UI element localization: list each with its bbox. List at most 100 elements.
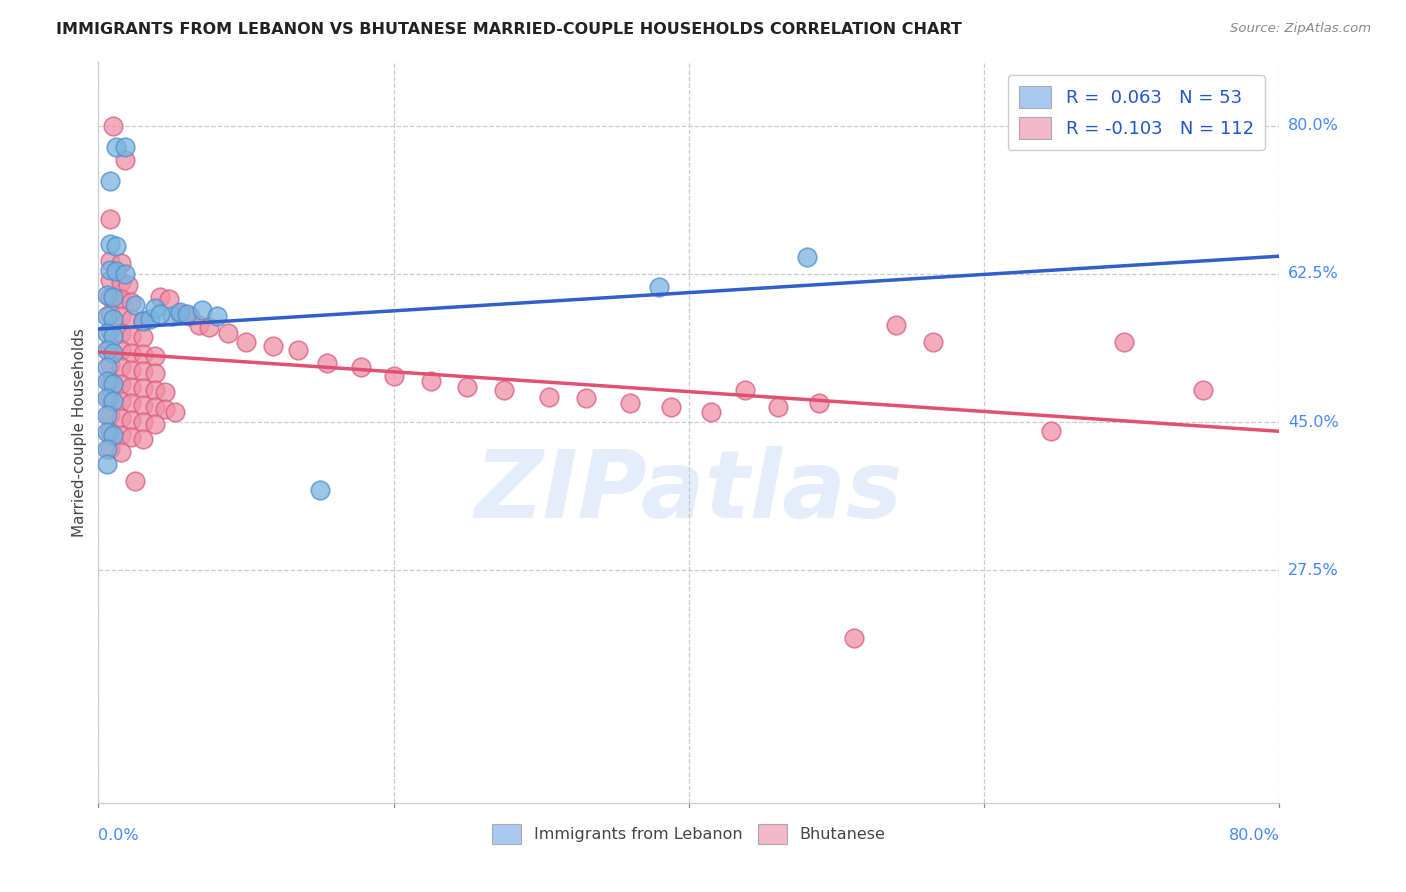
Point — [419, 375, 441, 389]
Point — [110, 359, 132, 374]
Point — [98, 425, 121, 440]
Point — [132, 313, 155, 327]
Point — [98, 375, 121, 389]
Point — [191, 303, 214, 318]
Point — [1114, 334, 1136, 349]
Point — [659, 400, 682, 414]
Point — [110, 410, 132, 425]
Point — [103, 393, 125, 408]
Point — [96, 343, 118, 358]
Point — [619, 396, 641, 410]
Point — [921, 334, 943, 349]
Point — [117, 277, 139, 292]
Point — [494, 383, 516, 397]
Point — [165, 405, 187, 419]
Point — [96, 458, 118, 472]
Point — [132, 398, 155, 412]
Point — [98, 324, 121, 338]
Point — [110, 276, 132, 290]
Point — [120, 379, 142, 393]
Point — [143, 301, 166, 315]
Point — [114, 267, 136, 281]
Point — [98, 307, 121, 321]
Point — [309, 483, 332, 497]
Point — [575, 392, 598, 406]
Point — [132, 381, 155, 395]
Point — [648, 279, 671, 293]
Point — [235, 334, 257, 349]
Point — [98, 358, 121, 372]
Point — [844, 631, 866, 645]
Text: 0.0%: 0.0% — [98, 828, 139, 843]
Point — [143, 400, 166, 414]
Point — [110, 427, 132, 442]
Text: 62.5%: 62.5% — [1288, 267, 1339, 282]
Point — [132, 330, 155, 344]
Point — [382, 368, 405, 383]
Point — [103, 345, 125, 359]
Point — [132, 364, 155, 378]
Point — [132, 432, 155, 446]
Point — [316, 356, 339, 370]
Point — [124, 298, 146, 312]
Point — [114, 153, 136, 167]
Point — [96, 442, 118, 456]
Point — [807, 396, 830, 410]
Point — [96, 425, 118, 440]
Point — [143, 383, 166, 397]
Point — [96, 310, 118, 324]
Point — [103, 427, 125, 442]
Point — [198, 320, 221, 334]
Point — [1191, 383, 1213, 397]
Point — [96, 326, 118, 341]
Point — [169, 307, 191, 321]
Point — [110, 326, 132, 341]
Point — [124, 475, 146, 489]
Point — [149, 290, 172, 304]
Text: IMMIGRANTS FROM LEBANON VS BHUTANESE MARRIED-COUPLE HOUSEHOLDS CORRELATION CHART: IMMIGRANTS FROM LEBANON VS BHUTANESE MAR… — [56, 22, 962, 37]
Point — [153, 402, 176, 417]
Point — [98, 392, 121, 406]
Point — [120, 328, 142, 343]
Point — [766, 400, 789, 414]
Point — [103, 328, 125, 343]
Point — [98, 211, 121, 226]
Point — [187, 318, 209, 332]
Point — [157, 293, 180, 307]
Point — [143, 349, 166, 363]
Point — [457, 379, 479, 393]
Point — [96, 375, 118, 389]
Point — [105, 140, 128, 154]
Point — [205, 310, 228, 324]
Point — [1039, 424, 1062, 438]
Point — [98, 409, 121, 423]
Text: 45.0%: 45.0% — [1288, 415, 1339, 430]
Point — [98, 237, 121, 252]
Point — [143, 417, 166, 431]
Text: 27.5%: 27.5% — [1288, 563, 1339, 578]
Point — [537, 390, 560, 404]
Point — [98, 341, 121, 355]
Point — [139, 311, 162, 326]
Point — [110, 376, 132, 391]
Point — [98, 442, 121, 456]
Text: 80.0%: 80.0% — [1288, 119, 1339, 134]
Point — [110, 293, 132, 307]
Point — [120, 362, 142, 376]
Point — [132, 347, 155, 361]
Text: 80.0%: 80.0% — [1229, 828, 1279, 843]
Point — [98, 290, 121, 304]
Point — [105, 239, 128, 253]
Point — [120, 345, 142, 359]
Point — [132, 313, 155, 327]
Point — [103, 376, 125, 391]
Point — [96, 409, 118, 423]
Point — [120, 396, 142, 410]
Point — [796, 250, 818, 264]
Point — [120, 430, 142, 444]
Point — [98, 262, 121, 277]
Point — [120, 413, 142, 427]
Point — [105, 264, 128, 278]
Point — [96, 288, 118, 302]
Point — [120, 294, 142, 309]
